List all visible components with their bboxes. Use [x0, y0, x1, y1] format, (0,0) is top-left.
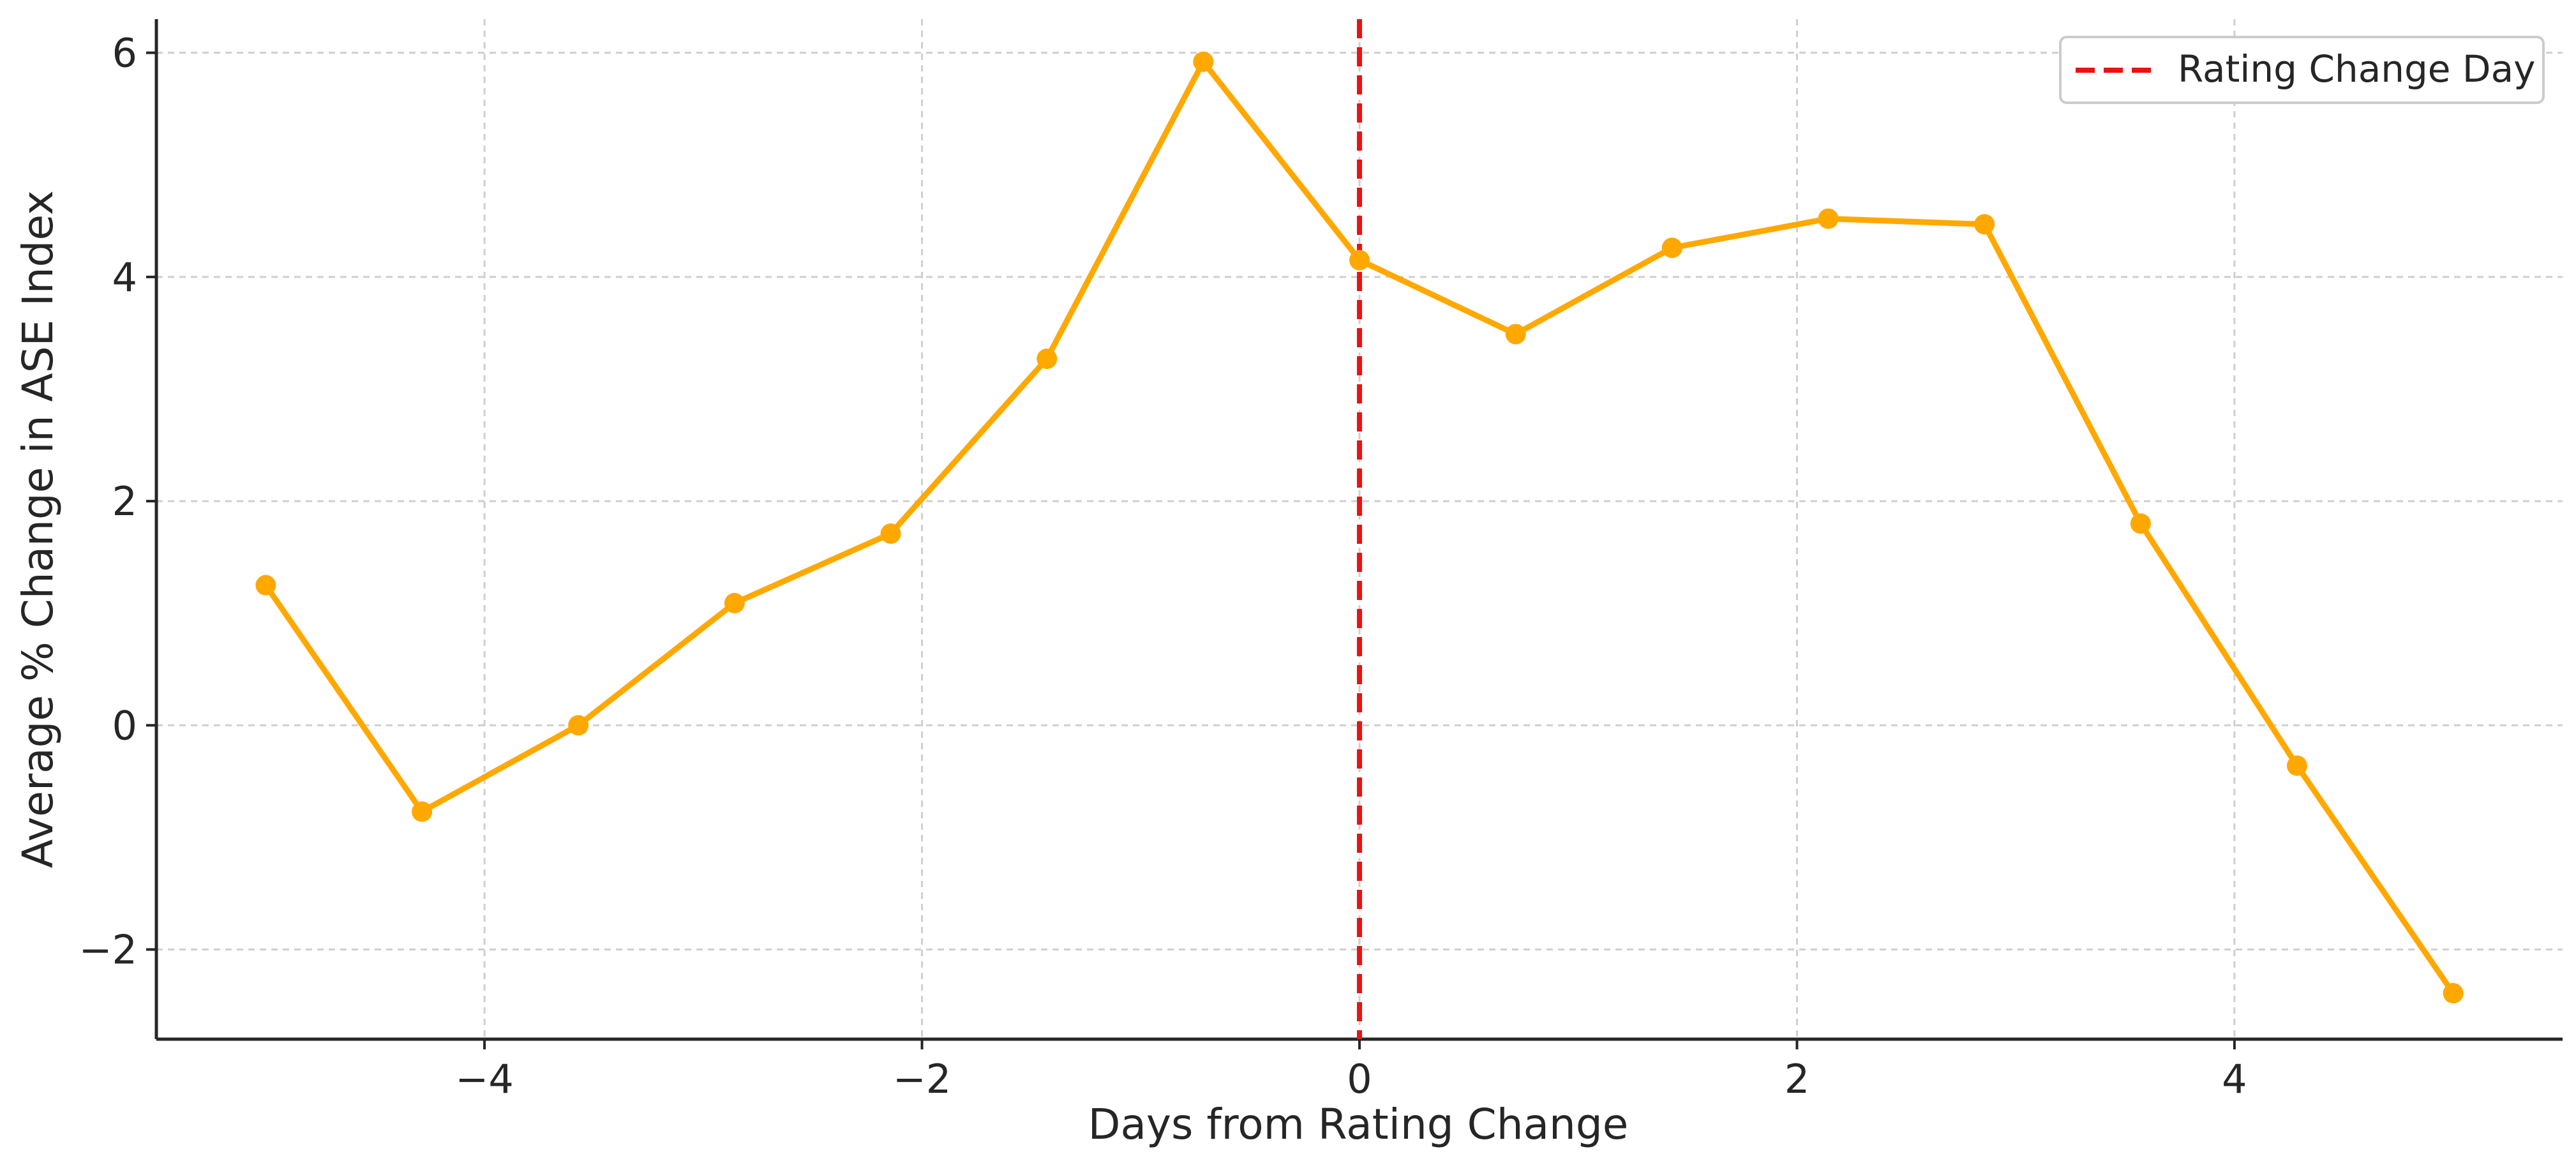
- legend-label-rating-change-day: Rating Change Day: [2178, 47, 2535, 91]
- data-point: [880, 523, 901, 544]
- data-point: [568, 715, 589, 736]
- y-tick-label: −2: [79, 927, 137, 973]
- y-tick-label: 2: [112, 478, 137, 525]
- data-point: [1818, 208, 1839, 229]
- x-tick-label: 2: [1785, 1056, 1809, 1102]
- data-point: [1974, 214, 1995, 235]
- data-point: [724, 592, 745, 613]
- data-point: [1505, 324, 1526, 345]
- y-tick-label: 4: [112, 254, 137, 301]
- legend: Rating Change Day: [2059, 36, 2545, 104]
- data-point: [1349, 250, 1370, 271]
- data-point: [1661, 237, 1682, 259]
- ticks: −4 −2 0 2 4 −2 0 2 4 6: [79, 30, 2247, 1102]
- x-tick-label: 4: [2222, 1056, 2247, 1102]
- data-point: [1037, 349, 1058, 370]
- x-tick-label: −4: [455, 1056, 513, 1102]
- y-tick-label: 6: [112, 30, 137, 77]
- y-tick-label: 0: [112, 702, 137, 749]
- x-axis-label: Days from Rating Change: [1088, 1100, 1629, 1149]
- y-axis-label: Average % Change in ASE Index: [13, 190, 63, 868]
- x-tick-label: −2: [893, 1056, 951, 1102]
- legend-box: [2059, 36, 2545, 104]
- data-point: [1193, 51, 1214, 72]
- data-point: [412, 801, 433, 822]
- data-point: [2130, 513, 2151, 534]
- x-tick-label: 0: [1347, 1056, 1372, 1102]
- data-point: [255, 574, 276, 596]
- series-group: [255, 51, 2464, 1004]
- data-point: [2286, 755, 2307, 776]
- data-point: [2443, 983, 2464, 1004]
